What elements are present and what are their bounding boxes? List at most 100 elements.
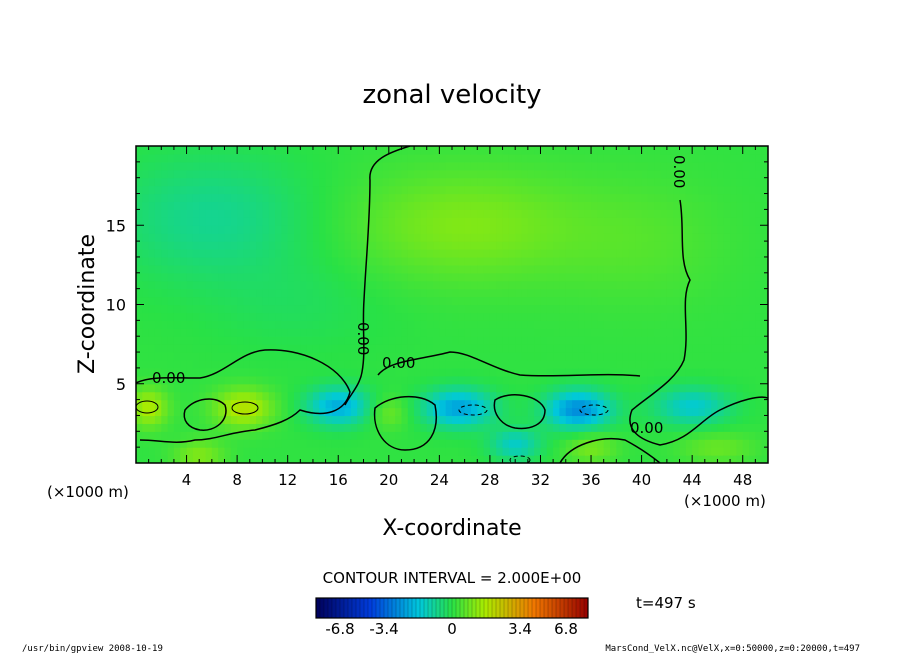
field-cell [591, 431, 598, 440]
field-cell [736, 209, 744, 218]
field-cell [312, 399, 320, 409]
field-cell [407, 146, 415, 155]
field-cell [445, 328, 453, 337]
field-cell [249, 455, 257, 463]
field-cell [470, 352, 478, 361]
field-cell [496, 217, 504, 226]
field-cell [407, 185, 415, 195]
field-cell [578, 367, 586, 377]
field-cell [154, 217, 162, 226]
field-cell [521, 256, 529, 266]
field-cell [660, 328, 668, 337]
field-cell [723, 185, 731, 195]
field-cell [540, 383, 548, 393]
field-cell [666, 415, 674, 424]
field-cell [281, 193, 289, 203]
field-cell [749, 169, 756, 179]
field-cell [180, 367, 188, 377]
field-cell [433, 455, 440, 463]
field-cell [458, 431, 466, 440]
field-cell [268, 296, 276, 306]
field-cell [369, 399, 377, 409]
field-cell [199, 383, 207, 393]
field-cell [591, 296, 598, 306]
field-cell [742, 383, 750, 393]
field-cell [420, 352, 428, 361]
field-cell [692, 161, 700, 171]
field-cell [161, 249, 169, 258]
field-cell [723, 415, 731, 424]
field-cell [312, 169, 320, 179]
field-cell [616, 185, 624, 195]
field-cell [742, 344, 750, 353]
field-cell [742, 407, 750, 417]
field-cell [388, 407, 396, 417]
field-cell [433, 280, 440, 290]
field-cell [711, 161, 719, 171]
field-cell [578, 177, 586, 187]
field-cell [616, 280, 624, 290]
field-cell [388, 193, 396, 203]
field-cell [749, 233, 756, 242]
field-cell [224, 217, 232, 226]
field-cell [610, 201, 617, 210]
field-cell [666, 225, 674, 234]
field-cell [553, 431, 561, 440]
field-cell [749, 249, 756, 258]
field-cell [205, 423, 213, 432]
field-cell [452, 264, 459, 274]
field-cell [363, 146, 371, 155]
field-cell [407, 375, 415, 385]
field-cell [407, 439, 415, 448]
field-cell [268, 312, 276, 321]
field-cell [445, 185, 453, 195]
field-cell [256, 336, 263, 345]
field-cell [749, 312, 756, 321]
field-cell [628, 320, 636, 329]
field-cell [679, 328, 687, 337]
time-label: t=497 s [636, 594, 696, 612]
field-cell [641, 359, 649, 369]
field-cell [742, 233, 750, 242]
field-cell [673, 312, 681, 321]
field-cell [502, 264, 510, 274]
field-cell [167, 447, 175, 456]
field-cell [591, 375, 598, 385]
field-cell [230, 256, 238, 266]
field-cell [534, 399, 542, 409]
field-cell [711, 296, 719, 306]
field-cell [534, 344, 542, 353]
field-cell [610, 407, 617, 417]
field-cell [673, 383, 681, 393]
field-cell [319, 217, 327, 226]
field-cell [445, 241, 453, 250]
field-cell [262, 233, 270, 242]
field-cell [540, 225, 548, 234]
field-cell [742, 153, 750, 163]
field-cell [281, 153, 289, 163]
field-cell [433, 447, 440, 456]
field-cell [502, 249, 510, 258]
field-cell [483, 288, 491, 298]
field-cell [749, 241, 756, 250]
field-cell [660, 431, 668, 440]
field-cell [692, 455, 700, 463]
field-cell [477, 399, 485, 409]
field-cell [755, 233, 763, 242]
field-cell [414, 320, 421, 329]
field-cell [344, 146, 352, 155]
field-cell [230, 312, 238, 321]
field-cell [521, 185, 529, 195]
field-cell [230, 391, 238, 401]
field-cell [597, 233, 605, 242]
field-cell [622, 201, 630, 210]
field-cell [673, 439, 681, 448]
field-cell [325, 328, 333, 337]
field-cell [205, 256, 213, 266]
field-cell [439, 241, 447, 250]
field-cell [666, 383, 674, 393]
field-cell [426, 201, 434, 210]
field-cell [350, 264, 358, 274]
field-cell [540, 249, 548, 258]
field-cell [496, 272, 504, 282]
